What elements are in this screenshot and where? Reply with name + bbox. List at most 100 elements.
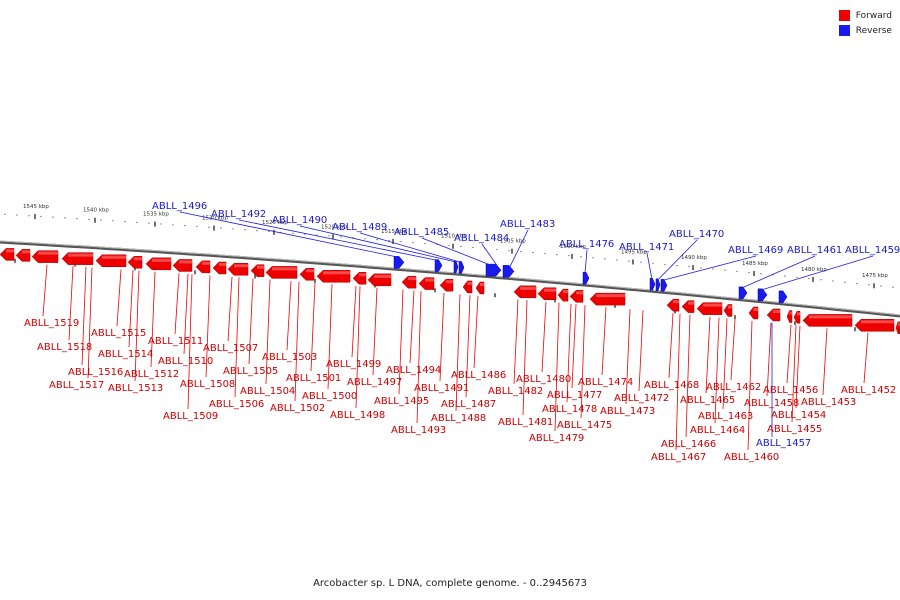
arrow-shine [520, 286, 536, 290]
arrow-shine [563, 290, 568, 294]
forward-gene-label: ABLL_1519 [24, 318, 79, 329]
forward-gene-arrow [793, 311, 801, 324]
reverse-gene-arrow [434, 259, 443, 272]
reverse-leader-line [646, 252, 653, 280]
kbp-minor-dot [640, 261, 642, 263]
forward-gene-arrow [766, 308, 781, 322]
forward-gene-arrow [786, 310, 793, 323]
forward-gene-label: ABLL_1454 [771, 410, 826, 421]
forward-leader-line [668, 313, 674, 379]
reverse-gene-arrow [453, 260, 459, 274]
forward-gene-label: ABLL_1464 [690, 425, 745, 436]
reverse-gene-label: ABLL_1469 [728, 245, 783, 256]
kbp-scale: 1545 kbp 1540 kbp 1535 kbp 1530 kbp 1525 kbp… [4, 204, 894, 332]
kbp-minor-dot [256, 230, 258, 232]
arrow-shine [179, 260, 192, 264]
arrow-body [393, 256, 405, 269]
kbp-minor-dot [232, 228, 234, 230]
forward-leader-line [522, 299, 528, 416]
forward-gene-label: ABLL_1452 [841, 385, 896, 396]
kbp-minor-dot [148, 222, 150, 224]
forward-gene-arrow [681, 300, 695, 313]
arrow-shine [576, 291, 583, 295]
forward-gene-label: ABLL_1482 [488, 386, 543, 397]
forward-gene-arrow [95, 254, 127, 268]
kbp-minor-dot [412, 241, 414, 244]
forward-gene-label: ABLL_1514 [98, 349, 153, 360]
kbp-label: 1490 kbp [681, 255, 707, 261]
arrow-shine [323, 271, 350, 275]
arrow-shine [861, 320, 894, 324]
forward-gene-arrow [696, 302, 723, 315]
arrow-shine [673, 300, 679, 304]
forward-leader-line [541, 301, 547, 373]
arrow-shine [797, 312, 800, 316]
reverse-gene-label: ABLL_1459 [845, 245, 900, 256]
genome-backbone [0, 240, 900, 318]
forward-gene-label: ABLL_1473 [600, 406, 655, 417]
forward-gene-arrow [367, 273, 392, 287]
reverse-gene-label: ABLL_1471 [619, 242, 674, 253]
forward-leader-line [513, 299, 519, 385]
reverse-gene-arrow [582, 271, 590, 285]
arrow-body [778, 290, 788, 304]
arrow-body [485, 263, 502, 277]
arrow-body [738, 286, 748, 300]
forward-gene-arrow [61, 252, 94, 265]
arrow-shine [789, 311, 792, 315]
forward-gene-label: ABLL_1516 [68, 367, 123, 378]
forward-gene-arrow [569, 290, 584, 303]
reverse-leader-line [741, 255, 816, 289]
forward-gene-label: ABLL_1477 [547, 390, 602, 401]
arrow-body [453, 260, 459, 274]
kbp-minor-dot [796, 276, 798, 278]
forward-gene-label: ABLL_1494 [386, 365, 441, 376]
forward-gene-label: ABLL_1488 [431, 413, 486, 424]
forward-leader-line [795, 325, 801, 409]
kbp-label: 1480 kbp [801, 267, 827, 273]
forward-leader-line [822, 328, 828, 396]
backbone-line [0, 240, 900, 318]
forward-leader-line [473, 295, 479, 369]
kbp-minor-dot [460, 245, 462, 248]
kbp-label: 1475 kbp [862, 273, 888, 279]
reverse-gene-label: ABLL_1483 [500, 219, 555, 230]
forward-gene-label: ABLL_1512 [124, 369, 179, 380]
kbp-minor-dot [292, 232, 294, 234]
forward-gene-label: ABLL_1517 [49, 380, 104, 391]
forward-gene-label: ABLL_1502 [270, 403, 325, 414]
reverse-swatch [838, 25, 850, 36]
forward-leader-line [286, 281, 292, 351]
forward-gene-label: ABLL_1460 [724, 452, 779, 463]
arrow-shine [408, 277, 416, 281]
reverse-leader-line [421, 237, 491, 266]
forward-leader-line [227, 276, 233, 342]
forward-gene-arrow [172, 259, 193, 272]
reverse-gene-arrow [502, 265, 515, 278]
forward-gene-arrow [748, 306, 759, 320]
reverse-leader-line [584, 249, 588, 274]
forward-gene-arrow [0, 248, 15, 261]
forward-leader-line [87, 267, 93, 379]
forward-leader-line [81, 267, 87, 366]
forward-leader-line [571, 304, 577, 389]
arrow-shine [898, 322, 900, 326]
reverse-gene-label: ABLL_1484 [454, 233, 509, 244]
kbp-minor-dot [616, 259, 618, 261]
forward-gene-label: ABLL_1466 [661, 439, 716, 450]
reverse-leader-line [238, 219, 439, 261]
forward-gene-label: ABLL_1474 [578, 377, 633, 388]
forward-gene-arrow [537, 287, 557, 300]
gene-labels: ABLL_1519ABLL_1518ABLL_1517ABLL_1516ABLL… [24, 201, 900, 463]
forward-leader-line [747, 320, 753, 451]
kbp-minor-dot [400, 240, 402, 243]
forward-leader-line [42, 264, 48, 317]
reverse-gene-arrow [738, 286, 748, 300]
kbp-minor-dot [712, 268, 714, 270]
reverse-gene-arrow [649, 278, 656, 291]
kbp-minor-dot [868, 284, 870, 286]
forward-gene-arrow [299, 268, 315, 281]
arrow-shine [809, 315, 852, 319]
forward-leader-line [722, 318, 728, 410]
